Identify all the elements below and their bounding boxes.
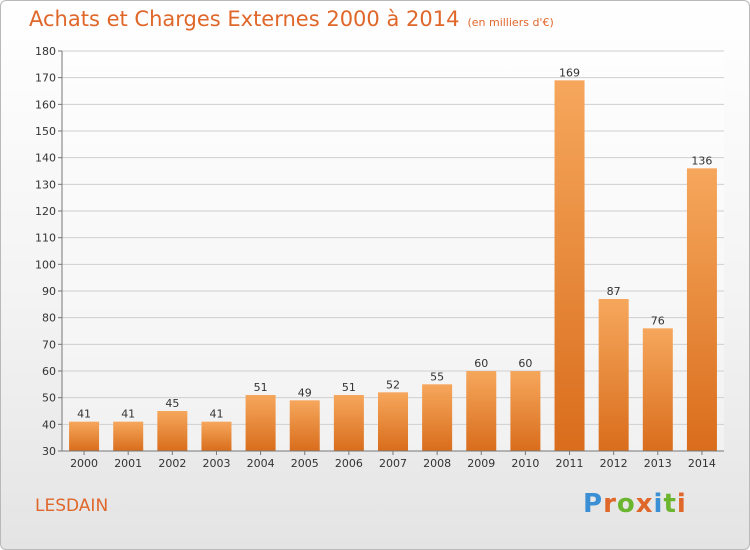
proxiti-logo: Proxiti (583, 489, 687, 519)
y-tick-label: 120 (35, 205, 56, 218)
data-label: 41 (121, 408, 135, 421)
x-tick-label: 2014 (688, 457, 716, 470)
x-tick-label: 2011 (556, 457, 584, 470)
x-tick-label: 2012 (600, 457, 628, 470)
bar-2010 (510, 371, 541, 451)
data-label: 51 (342, 381, 356, 394)
x-tick-label: 2009 (467, 457, 495, 470)
logo-letter: x (635, 489, 654, 519)
y-tick-label: 90 (42, 285, 56, 298)
data-label: 49 (298, 386, 312, 399)
bar-2005 (289, 400, 320, 451)
y-tick-label: 70 (42, 338, 56, 351)
y-tick-label: 40 (42, 418, 56, 431)
y-tick-label: 50 (42, 392, 56, 405)
bar-2007 (378, 392, 408, 451)
data-label: 60 (474, 357, 488, 370)
bar-2006 (333, 395, 364, 451)
logo-letter: r (603, 489, 617, 519)
bar-2000 (69, 421, 100, 451)
logo-letter: o (616, 489, 636, 519)
y-tick-label: 150 (35, 125, 56, 138)
y-tick-label: 110 (35, 232, 56, 245)
x-tick-label: 2001 (114, 457, 142, 470)
y-tick-label: 170 (35, 72, 56, 85)
data-label: 41 (77, 408, 91, 421)
data-label: 76 (651, 314, 665, 327)
y-tick-label: 130 (35, 178, 56, 191)
y-tick-label: 100 (35, 258, 56, 271)
bar-2013 (642, 328, 673, 451)
y-tick-label: 140 (35, 152, 56, 165)
chart-title-text: Achats et Charges Externes 2000 à 2014 (29, 7, 460, 31)
y-tick-label: 160 (35, 98, 56, 111)
x-tick-label: 2002 (158, 457, 186, 470)
bar-2009 (466, 371, 497, 451)
data-label: 45 (165, 397, 179, 410)
x-tick-label: 2005 (291, 457, 319, 470)
x-tick-label: 2007 (379, 457, 407, 470)
data-label: 136 (691, 154, 712, 167)
x-tick-label: 2004 (247, 457, 275, 470)
axes: 30 40 50 60 70 80 90 100 110 120 130 140 150 160 170 18… (35, 45, 724, 470)
x-tick-label: 2006 (335, 457, 363, 470)
logo-letter: P (583, 489, 604, 519)
bars (69, 80, 717, 452)
data-labels: 41 41 45 41 51 49 51 52 55 60 60 169 87 76 136 (77, 66, 712, 420)
bar-2012 (598, 299, 629, 451)
data-label: 51 (254, 381, 268, 394)
bar-2011 (554, 80, 585, 451)
place-name: LESDAIN (35, 496, 109, 516)
data-label: 55 (430, 370, 444, 383)
bar-2001 (113, 421, 144, 451)
data-label: 41 (209, 408, 223, 421)
y-tick-label: 80 (42, 312, 56, 325)
bar-2014 (686, 168, 717, 452)
x-tick-label: 2003 (202, 457, 230, 470)
logo-letter: i (676, 489, 687, 519)
data-label: 87 (607, 285, 621, 298)
chart-unit: (en milliers d'€) (467, 16, 554, 29)
logo-letter: t (663, 489, 677, 519)
x-tick-label: 2013 (644, 457, 672, 470)
data-label: 52 (386, 378, 400, 391)
bar-2003 (201, 421, 232, 451)
bar-2004 (245, 395, 276, 451)
y-tick-label: 180 (35, 45, 56, 58)
bar-2008 (422, 384, 453, 451)
bar-2002 (157, 411, 188, 451)
y-tick-label: 60 (42, 365, 56, 378)
data-label: 169 (559, 66, 580, 79)
logo-letter: i (653, 489, 664, 519)
chart-title: Achats et Charges Externes 2000 à 2014 (e… (29, 7, 554, 31)
x-tick-label: 2008 (423, 457, 451, 470)
x-tick-label: 2010 (511, 457, 539, 470)
data-label: 60 (518, 357, 532, 370)
x-tick-label: 2000 (70, 457, 98, 470)
y-tick-label: 30 (42, 445, 56, 458)
